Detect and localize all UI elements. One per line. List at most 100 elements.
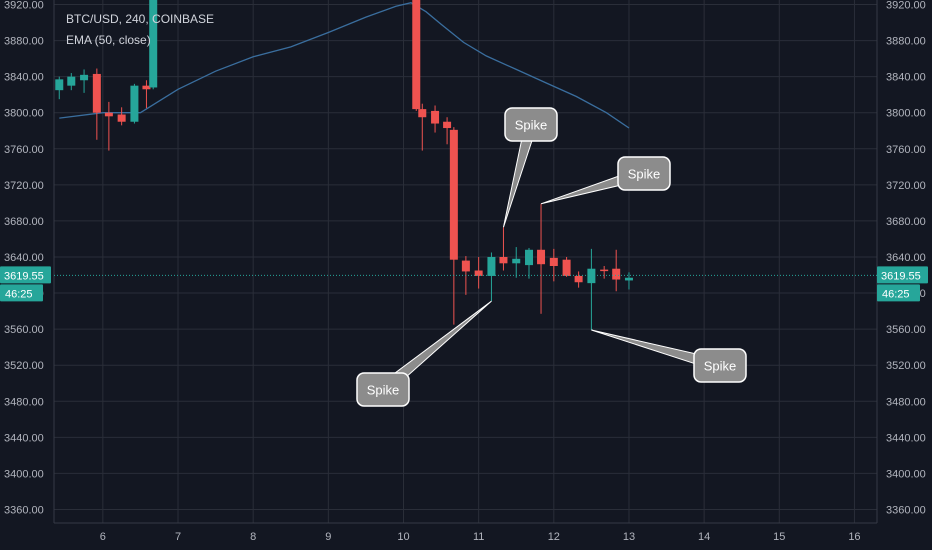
- candle-body: [537, 249, 546, 265]
- chart-legend: BTC/USD, 240, COINBASE EMA (50, close): [66, 9, 214, 51]
- candle: [104, 101, 113, 151]
- callout-box: [356, 372, 410, 407]
- countdown-value-left: 46:25: [5, 288, 33, 300]
- callout-box: [504, 107, 558, 142]
- candle: [418, 103, 427, 151]
- candle: [624, 272, 633, 290]
- y-tick-label-right: 3480.00: [886, 396, 926, 408]
- candle-body: [612, 268, 621, 280]
- y-tick-label-right: 3400.00: [886, 468, 926, 480]
- x-tick-label: 16: [848, 531, 860, 543]
- candle-body: [55, 79, 64, 91]
- candle: [512, 247, 521, 278]
- countdown-value-right: 46:25: [882, 288, 910, 300]
- y-tick-label-left: 3800.00: [4, 108, 44, 120]
- candle-body: [149, 0, 158, 88]
- candle-body: [600, 269, 609, 272]
- countdown-tag-right: [877, 284, 920, 302]
- candle-body: [130, 85, 139, 122]
- y-tick-label-left: 3400.00: [4, 468, 44, 480]
- candle: [117, 107, 126, 126]
- candle: [474, 256, 483, 289]
- y-tick-label-right: 3440.00: [886, 432, 926, 444]
- candle: [92, 68, 101, 140]
- last-price-value-right: 3619.55: [881, 270, 921, 282]
- candle-body: [80, 74, 89, 81]
- candle: [412, 0, 421, 111]
- candle-body: [92, 73, 101, 113]
- candle-body: [525, 249, 534, 266]
- y-tick-label-left: 3560.00: [4, 324, 44, 336]
- y-tick-label-left: 3920.00: [4, 0, 44, 12]
- candle: [600, 266, 609, 279]
- candle: [449, 127, 458, 325]
- x-tick-label: 14: [698, 531, 710, 543]
- y-tick-label-right: 3800.00: [886, 108, 926, 120]
- y-tick-label-right: 3360.00: [886, 504, 926, 516]
- spike-callout: Spike: [356, 300, 492, 407]
- y-tick-label-right: 3920.00: [886, 0, 926, 12]
- y-tick-label-right: 3880.00: [886, 36, 926, 48]
- y-tick-label-left: 3760.00: [4, 144, 44, 156]
- last-price-tag-left: [0, 266, 51, 284]
- candle-body: [443, 121, 452, 129]
- x-tick-label: 12: [548, 531, 560, 543]
- candle-body: [117, 114, 126, 122]
- y-tick-label-left: 3840.00: [4, 72, 44, 84]
- x-tick-label: 9: [325, 531, 331, 543]
- indicator-label[interactable]: EMA (50, close): [66, 33, 151, 47]
- spike-callout: Spike: [502, 107, 558, 228]
- y-tick-label-left: 3480.00: [4, 396, 44, 408]
- y-tick-label-left: 3680.00: [4, 216, 44, 228]
- y-tick-label-right: 3640.00: [886, 252, 926, 264]
- candle-body: [431, 110, 440, 124]
- candle-body: [624, 277, 633, 281]
- candle-body: [461, 260, 470, 272]
- candle-body: [412, 0, 421, 110]
- y-tick-label-right: 3840.00: [886, 72, 926, 84]
- candle: [55, 76, 64, 100]
- candle-body: [499, 256, 508, 264]
- candle: [443, 117, 452, 145]
- candle-body: [418, 109, 427, 118]
- x-tick-label: 11: [473, 531, 484, 543]
- x-tick-label: 13: [623, 531, 635, 543]
- candle: [525, 247, 534, 279]
- candle: [142, 80, 151, 109]
- candle-body: [562, 259, 571, 276]
- x-tick-label: 10: [397, 531, 409, 543]
- y-tick-label-right: 3720.00: [886, 180, 926, 192]
- x-tick-label: 7: [175, 531, 181, 543]
- y-tick-label-right: 3560.00: [886, 324, 926, 336]
- last-price-value-left: 3619.55: [4, 270, 44, 282]
- callout-label: Spike: [515, 118, 548, 133]
- y-tick-label-left: 3880.00: [4, 36, 44, 48]
- symbol-label[interactable]: BTC/USD, 240, COINBASE: [66, 12, 215, 26]
- candle: [574, 271, 583, 288]
- callout-box: [617, 156, 671, 191]
- candle-body: [67, 76, 76, 86]
- y-tick-label-right: 3760.00: [886, 144, 926, 156]
- candle-body: [549, 257, 558, 267]
- candle-body: [449, 129, 458, 260]
- callout-label: Spike: [628, 167, 661, 182]
- spike-callout: Spike: [591, 329, 747, 383]
- callout-label: Spike: [704, 359, 737, 374]
- candle-body: [104, 112, 113, 117]
- y-tick-label-left: 3520.00: [4, 360, 44, 372]
- candle: [487, 252, 496, 302]
- candle: [499, 227, 508, 271]
- candle: [431, 105, 440, 133]
- candle-body: [487, 256, 496, 276]
- x-tick-label: 15: [773, 531, 785, 543]
- y-tick-label-left: 3720.00: [4, 180, 44, 192]
- last-price-tag-right: [877, 266, 928, 284]
- x-tick-label: 8: [250, 531, 256, 543]
- y-tick-label-left: 3440.00: [4, 432, 44, 444]
- candle: [80, 69, 89, 93]
- candle-body: [142, 85, 151, 90]
- candle: [537, 203, 546, 314]
- candle-body: [574, 275, 583, 283]
- y-tick-label-right: 3680.00: [886, 216, 926, 228]
